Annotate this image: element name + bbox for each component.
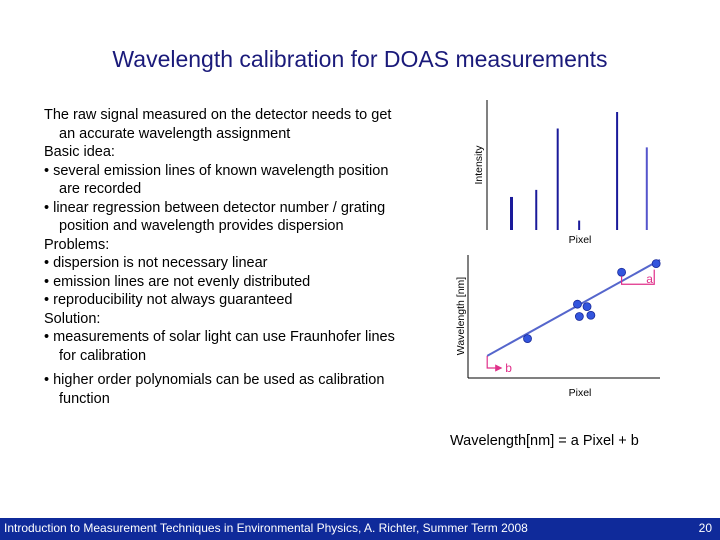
calibration-point bbox=[573, 299, 582, 309]
intercept-arrow bbox=[486, 355, 503, 372]
list-item: • reproducibility not always guaranteed bbox=[44, 292, 293, 308]
intro-text: The raw signal measured on the detector … bbox=[44, 107, 392, 142]
intercept-label: b bbox=[505, 361, 512, 375]
calibration-point bbox=[523, 334, 532, 344]
calibration-point bbox=[574, 312, 584, 321]
slope-label: a bbox=[646, 272, 653, 286]
regression-line bbox=[486, 259, 661, 357]
list-item: • higher order polynomials can be used a… bbox=[44, 372, 385, 407]
calibration-point bbox=[617, 267, 626, 277]
footer-text: Introduction to Measurement Techniques i… bbox=[4, 521, 528, 535]
regression-formula: Wavelength[nm] = a Pixel + b bbox=[450, 433, 639, 449]
calibration-y-label: Wavelength [nm] bbox=[455, 277, 467, 355]
list-item: • several emission lines of known wavele… bbox=[44, 162, 389, 198]
slide-title: Wavelength calibration for DOAS measurem… bbox=[112, 46, 608, 72]
calibration-point bbox=[651, 259, 661, 269]
problems-heading: Problems: bbox=[44, 236, 110, 253]
list-item: • emission lines are not evenly distribu… bbox=[44, 273, 311, 290]
calibration-point bbox=[582, 302, 592, 312]
solution-heading: Solution: bbox=[44, 310, 101, 327]
intensity-y-label: Intensity bbox=[473, 145, 485, 185]
list-item: • linear regression between detector num… bbox=[44, 199, 386, 235]
list-item: • dispersion is not necessary linear bbox=[44, 255, 268, 271]
page-number: 20 bbox=[698, 521, 712, 535]
slope-bracket bbox=[620, 269, 655, 285]
basic-idea-heading: Basic idea: bbox=[44, 144, 115, 160]
calibration-x-label: Pixel bbox=[569, 387, 592, 399]
footer-bar: Introduction to Measurement Techniques i… bbox=[0, 518, 720, 540]
intensity-x-label: Pixel bbox=[569, 234, 592, 246]
calibration-point bbox=[586, 310, 596, 320]
slide-text: The raw signal measured on the detector … bbox=[44, 106, 404, 408]
list-item: • measurements of solar light can use Fr… bbox=[44, 329, 395, 364]
